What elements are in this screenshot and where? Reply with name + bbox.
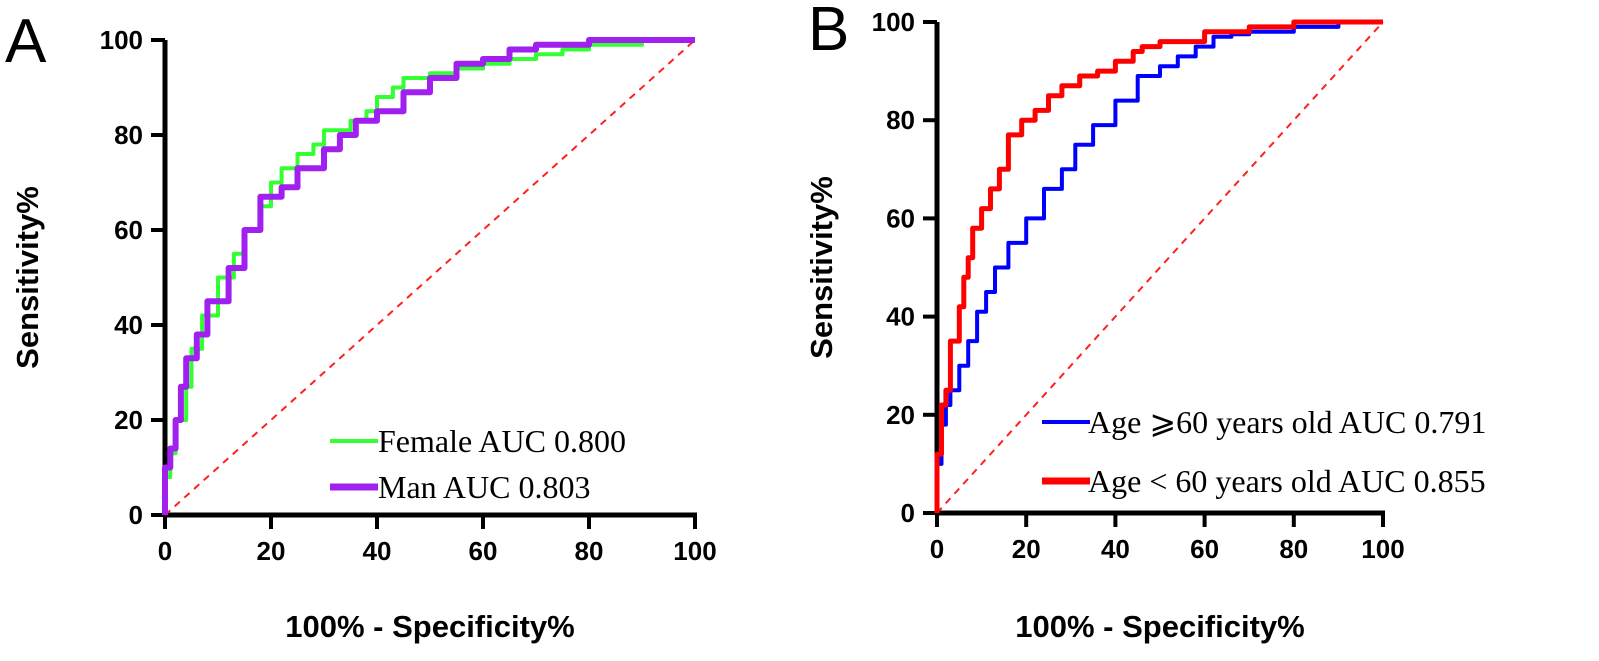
y-tick-label: 40 (886, 302, 915, 332)
panel-a: A 0 20 40 60 80 100 0 20 40 60 80 100 100% - Specific… (5, 7, 717, 644)
y-tick-label: 20 (886, 400, 915, 430)
x-tick-label: 40 (363, 536, 392, 566)
x-tick-label: 100 (673, 536, 716, 566)
y-axis-label: Sensitivity% (804, 176, 839, 359)
legend-label: Man AUC 0.803 (378, 469, 590, 505)
legend-label: Female AUC 0.800 (378, 423, 626, 459)
legend-label: Age < 60 years old AUC 0.855 (1088, 463, 1486, 499)
legend-label: Age ⩾60 years old AUC 0.791 (1088, 404, 1486, 440)
roc-curve-series (934, 19, 1383, 513)
y-tick-label: 100 (100, 25, 143, 55)
reference-diagonal (936, 21, 1384, 514)
x-tick-label: 40 (1101, 534, 1130, 564)
x-tick-label: 20 (1012, 534, 1041, 564)
y-axis-label: Sensitivity% (10, 186, 45, 369)
x-tick-label: 80 (1279, 534, 1308, 564)
x-tick-label: 80 (575, 536, 604, 566)
roc-curve-series (162, 37, 695, 515)
y-tick-label: 80 (886, 105, 915, 135)
y-tick-label: 60 (886, 203, 915, 233)
x-tick-label: 20 (257, 536, 286, 566)
y-tick-label: 20 (114, 405, 143, 435)
panel-label: B (808, 0, 849, 64)
y-tick-label: 60 (114, 215, 143, 245)
y-tick-label: 0 (901, 498, 915, 528)
y-tick-label: 80 (114, 120, 143, 150)
x-axis-label: 100% - Specificity% (1015, 609, 1304, 644)
panel-b: B 0 20 40 60 80 100 0 20 40 60 80 100 100% - Specific… (804, 0, 1486, 644)
x-tick-label: 60 (1190, 534, 1219, 564)
y-tick-label: 100 (872, 7, 915, 37)
x-tick-label: 0 (930, 534, 944, 564)
x-tick-label: 0 (158, 536, 172, 566)
x-tick-label: 100 (1361, 534, 1404, 564)
y-tick-label: 0 (129, 500, 143, 530)
x-tick-label: 60 (469, 536, 498, 566)
y-tick-label: 40 (114, 310, 143, 340)
reference-diagonal (164, 39, 696, 516)
roc-curve-series (935, 20, 1383, 513)
x-axis-label: 100% - Specificity% (285, 609, 574, 644)
panel-label: A (5, 7, 47, 76)
